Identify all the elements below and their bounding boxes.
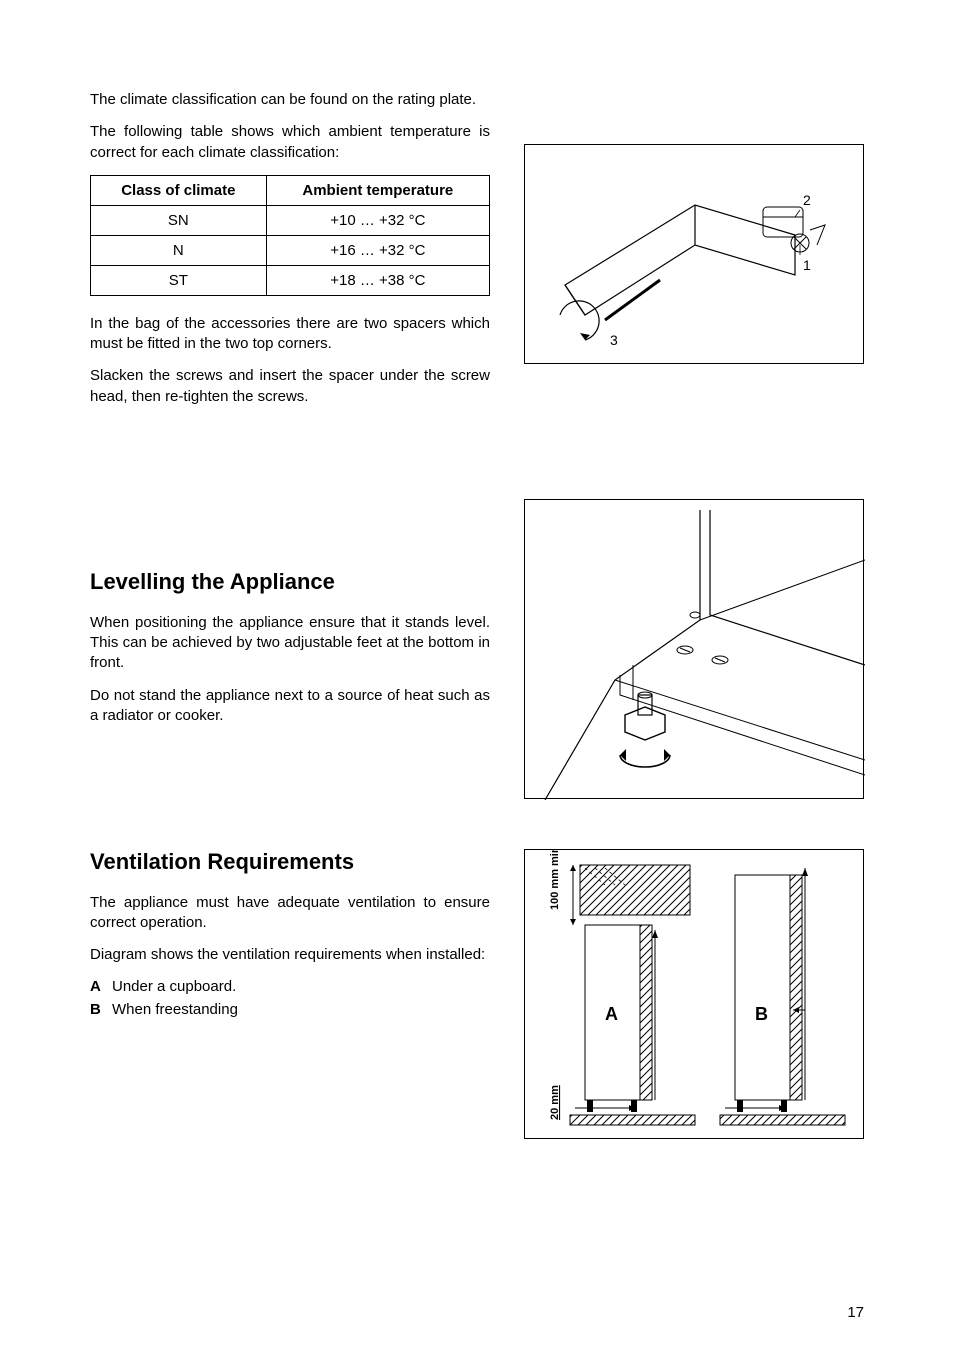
spacer-figure: 1 2 3	[524, 144, 864, 364]
ventilation-figure: 100 mm min 20 mm	[524, 849, 864, 1139]
ventilation-text-col: Ventilation Requirements The appliance m…	[90, 849, 490, 1139]
ventilation-p1: The appliance must have adequate ventila…	[90, 893, 490, 934]
table-row: ST +18 … +38 °C	[91, 265, 490, 295]
climate-table: Class of climate Ambient temperature SN …	[90, 175, 490, 296]
cell-class: ST	[91, 265, 267, 295]
ventilation-heading: Ventilation Requirements	[90, 849, 490, 875]
levelling-p2: Do not stand the appliance next to a sou…	[90, 686, 490, 727]
vent-item-text: Under a cupboard.	[112, 978, 236, 995]
table-row: N +16 … +32 °C	[91, 235, 490, 265]
ventilation-figure-col: 100 mm min 20 mm	[524, 849, 864, 1139]
levelling-text-col: Levelling the Appliance When positioning…	[90, 499, 490, 799]
spacer-p1: In the bag of the accessories there are …	[90, 314, 490, 355]
spacer-illustration: 1 2 3	[525, 145, 865, 365]
cell-class: SN	[91, 205, 267, 235]
table-header-row: Class of climate Ambient temperature	[91, 175, 490, 205]
callout-1: 1	[803, 257, 811, 273]
callout-2: 2	[803, 192, 811, 208]
spacer-figure-col: 1 2 3	[524, 90, 864, 419]
ventilation-illustration: 100 mm min 20 mm	[525, 850, 865, 1140]
levelling-p1: When positioning the appliance ensure th…	[90, 613, 490, 674]
levelling-figure	[524, 499, 864, 799]
vent-item-text: When freestanding	[112, 1001, 238, 1018]
climate-text-col: The climate classification can be found …	[90, 90, 490, 419]
page-number: 17	[847, 1304, 864, 1321]
vent-item-label: B	[90, 1001, 112, 1018]
levelling-heading: Levelling the Appliance	[90, 569, 490, 595]
levelling-figure-col	[524, 499, 864, 799]
callout-3: 3	[610, 332, 618, 348]
dim-top: 100 mm min	[549, 850, 561, 910]
ventilation-p2: Diagram shows the ventilation requiremen…	[90, 945, 490, 965]
spacer-p2: Slacken the screws and insert the spacer…	[90, 366, 490, 407]
section-levelling: Levelling the Appliance When positioning…	[90, 499, 864, 799]
th-class: Class of climate	[91, 175, 267, 205]
section-ventilation: Ventilation Requirements The appliance m…	[90, 849, 864, 1139]
intro-p1: The climate classification can be found …	[90, 90, 490, 110]
table-row: SN +10 … +32 °C	[91, 205, 490, 235]
cell-temp: +16 … +32 °C	[266, 235, 489, 265]
cell-class: N	[91, 235, 267, 265]
cell-temp: +10 … +32 °C	[266, 205, 489, 235]
levelling-illustration	[525, 500, 865, 800]
cell-temp: +18 … +38 °C	[266, 265, 489, 295]
section-climate: The climate classification can be found …	[90, 90, 864, 419]
dim-bottom: 20 mm	[549, 1085, 561, 1120]
vent-item-label: A	[90, 978, 112, 995]
vent-fig-label-b: B	[755, 1004, 768, 1024]
vent-fig-label-a: A	[605, 1004, 618, 1024]
vent-item-b: B When freestanding	[90, 1001, 490, 1018]
intro-p2: The following table shows which ambient …	[90, 122, 490, 163]
th-temp: Ambient temperature	[266, 175, 489, 205]
vent-item-a: A Under a cupboard.	[90, 978, 490, 995]
